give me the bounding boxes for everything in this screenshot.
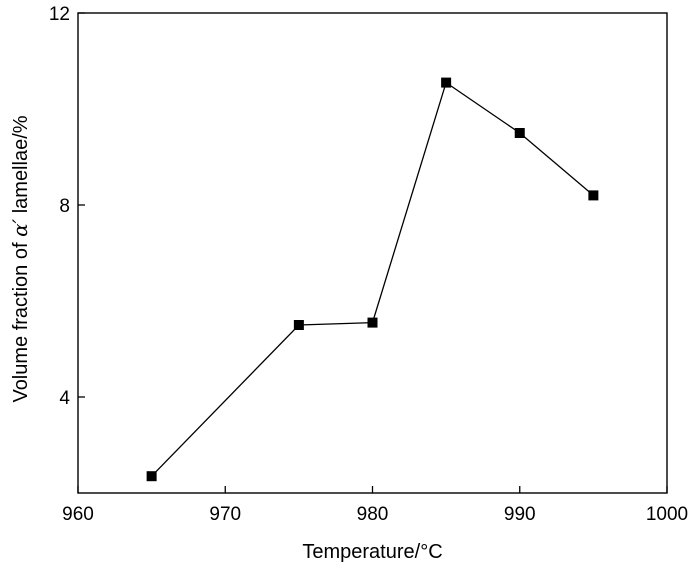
y-tick-label: 8 bbox=[59, 196, 70, 217]
x-tick-label: 980 bbox=[357, 504, 389, 525]
y-tick-label: 4 bbox=[59, 388, 70, 409]
plot-frame bbox=[77, 12, 668, 494]
y-axis-label: Volume fraction of α′ lamellae/% bbox=[8, 115, 32, 402]
x-tick-label: 990 bbox=[504, 504, 536, 525]
data-point bbox=[293, 320, 304, 330]
data-point bbox=[146, 471, 157, 482]
x-axis-label: Temperature/°C bbox=[302, 541, 442, 563]
data-point bbox=[588, 190, 599, 201]
data-markers bbox=[146, 77, 599, 482]
y-tick-label: 12 bbox=[49, 4, 70, 25]
x-tick-label: 1000 bbox=[646, 504, 688, 525]
data-point bbox=[367, 317, 378, 328]
y-axis-label-symbol: α′ bbox=[8, 218, 32, 237]
x-axis-ticks: 960 970 980 990 1000 bbox=[62, 486, 688, 525]
x-tick-label: 960 bbox=[62, 504, 94, 525]
data-point bbox=[441, 77, 452, 88]
y-axis-label-prefix: Volume fraction of bbox=[10, 237, 32, 403]
y-axis-label-suffix: lamellae/% bbox=[10, 115, 32, 219]
series-line bbox=[151, 81, 594, 477]
x-tick-label: 970 bbox=[209, 504, 241, 525]
data-point bbox=[514, 128, 525, 138]
y-axis-ticks: 4 8 12 bbox=[49, 4, 85, 409]
